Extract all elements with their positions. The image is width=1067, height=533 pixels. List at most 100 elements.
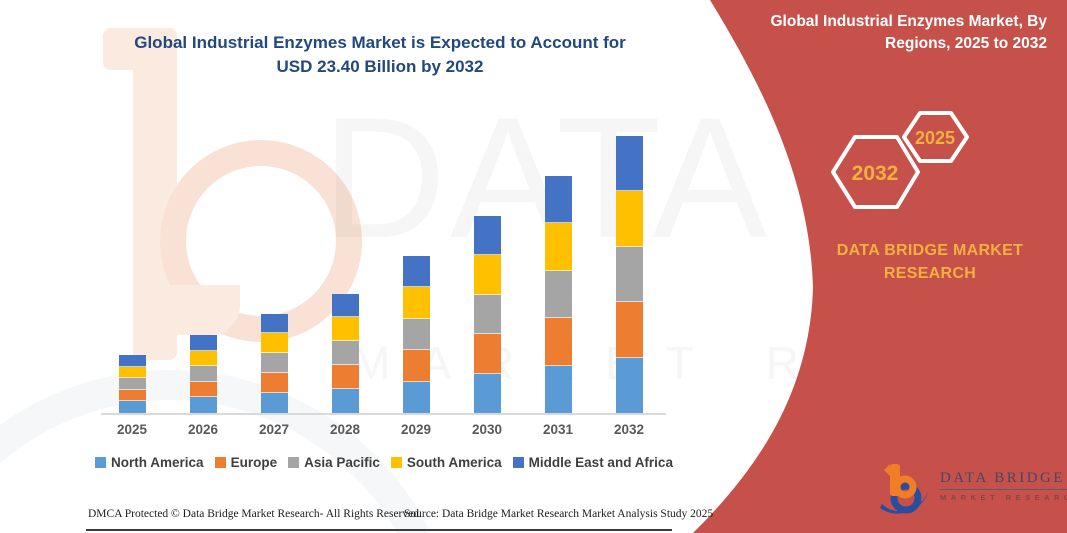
bar-segment-2028-europe: [331, 365, 359, 390]
stacked-bar-2027: [260, 313, 288, 413]
logo-subtitle: MARKET RESEARCH: [940, 493, 1067, 502]
stacked-bar-2025: [118, 355, 146, 413]
legend-swatch: [214, 457, 226, 468]
logo-text: DATA BRIDGE MARKET RESEARCH: [940, 470, 1067, 502]
bar-segment-2027-south-america: [260, 333, 288, 354]
badge-label-2025: 2025: [915, 128, 955, 148]
legend-item-europe: Europe: [214, 455, 278, 470]
bar-segment-2026-asia-pacific: [189, 366, 217, 382]
chart-title-line1: Global Industrial Enzymes Market is Expe…: [134, 33, 626, 52]
bar-segment-2027-asia-pacific: [260, 353, 288, 374]
legend-label: Asia Pacific: [304, 455, 380, 470]
bar-segment-2029-europe: [402, 350, 430, 382]
bar-segment-2031-north-america: [544, 365, 572, 413]
bar-segment-2028-south-america: [331, 317, 359, 342]
side-panel-brand: DATA BRIDGE MARKET RESEARCH: [825, 240, 1035, 285]
x-axis-label-2030: 2030: [471, 422, 503, 437]
x-axis-label-2032: 2032: [613, 422, 645, 437]
legend-item-asia-pacific: Asia Pacific: [288, 455, 380, 470]
bar-segment-2030-europe: [473, 334, 501, 374]
brand-line-2: RESEARCH: [883, 264, 977, 282]
stacked-bar-2030: [473, 215, 501, 413]
stacked-bar-2029: [402, 255, 430, 413]
bar-segment-2030-asia-pacific: [473, 294, 501, 334]
bar-segment-2030-north-america: [473, 373, 501, 413]
x-axis-label-2027: 2027: [258, 422, 290, 437]
stacked-bar-2026: [189, 335, 217, 413]
databridge-logo-icon: [880, 464, 928, 514]
bar-segment-2025-europe: [118, 389, 146, 402]
bar-segment-2029-north-america: [402, 381, 430, 413]
badge-label-2032: 2032: [852, 162, 899, 185]
legend-swatch: [95, 457, 107, 468]
bar-segment-2029-south-america: [402, 287, 430, 319]
bar-segment-2031-middle-east-and-africa: [544, 176, 572, 224]
databridge-logo: DATA BRIDGE MARKET RESEARCH: [876, 458, 1067, 514]
bar-segment-2029-asia-pacific: [402, 318, 430, 350]
x-axis-label-2028: 2028: [329, 422, 361, 437]
bar-segment-2025-south-america: [118, 366, 146, 379]
year-badges: 2032 2025: [831, 111, 969, 209]
bar-segment-2026-north-america: [189, 397, 217, 413]
bar-segment-2027-north-america: [260, 393, 288, 413]
bar-segment-2026-middle-east-and-africa: [189, 335, 217, 351]
x-axis-label-2026: 2026: [187, 422, 219, 437]
logo-name: DATA BRIDGE: [940, 470, 1067, 490]
stacked-bar-2031: [544, 176, 572, 413]
side-panel-shape: [693, 0, 1067, 533]
bar-segment-2032-south-america: [615, 191, 643, 247]
bar-segment-2032-asia-pacific: [615, 246, 643, 303]
bar-segment-2028-north-america: [331, 389, 359, 413]
logo-b-hook: [884, 464, 890, 476]
legend-swatch: [288, 457, 300, 468]
bar-segment-2031-europe: [544, 318, 572, 366]
legend-item-middle-east-and-africa: Middle East and Africa: [512, 455, 673, 470]
x-axis-line: [101, 413, 666, 415]
bar-segment-2025-middle-east-and-africa: [118, 355, 146, 367]
bar-segment-2027-middle-east-and-africa: [260, 313, 288, 334]
stacked-bar-2028: [331, 293, 359, 413]
footer-source-text: Source: Data Bridge Market Research Mark…: [404, 508, 714, 520]
footer-divider: [86, 529, 672, 531]
bar-segment-2026-europe: [189, 381, 217, 398]
legend-swatch: [512, 457, 524, 468]
chart-title-line2: USD 23.40 Billion by 2032: [276, 57, 484, 77]
watermark-b-join: [150, 285, 240, 335]
legend-label: Middle East and Africa: [528, 455, 673, 470]
brand-line-1: DATA BRIDGE MARKET: [836, 242, 1024, 259]
bar-segment-2031-south-america: [544, 223, 572, 271]
bar-segment-2027-europe: [260, 373, 288, 394]
footer-dmca-text: DMCA Protected © Data Bridge Market Rese…: [88, 508, 422, 520]
bar-segment-2030-south-america: [473, 255, 501, 295]
stacked-bar-2032: [615, 136, 643, 413]
bar-segment-2032-middle-east-and-africa: [615, 136, 643, 192]
legend-item-north-america: North America: [95, 455, 204, 470]
legend-label: Europe: [230, 455, 278, 470]
badge-hexagon-2025: [902, 111, 969, 163]
bar-segment-2029-middle-east-and-africa: [402, 255, 430, 287]
x-axis-label-2029: 2029: [400, 422, 432, 437]
bar-segment-2025-asia-pacific: [118, 378, 146, 390]
legend-label: South America: [406, 455, 502, 470]
bar-segment-2030-middle-east-and-africa: [473, 215, 501, 255]
chart-legend: North America Europe Asia Pacific South Ame…: [90, 455, 678, 470]
bar-segment-2028-middle-east-and-africa: [331, 293, 359, 318]
bar-segment-2032-europe: [615, 302, 643, 358]
logo-d-bowl: [890, 482, 922, 514]
chart-title: Global Industrial Enzymes Market is Expe…: [95, 31, 665, 79]
bar-segment-2025-north-america: [118, 401, 146, 413]
legend-swatch: [390, 457, 402, 468]
side-panel-title: Global Industrial Enzymes Market, By Reg…: [770, 13, 1048, 53]
bar-segment-2031-asia-pacific: [544, 270, 572, 319]
badge-hexagon-2032: [831, 135, 920, 209]
bar-segment-2032-north-america: [615, 357, 643, 413]
legend-label: North America: [111, 455, 204, 470]
legend-item-south-america: South America: [390, 455, 502, 470]
logo-b-bowl: [893, 475, 917, 499]
bar-segment-2028-asia-pacific: [331, 341, 359, 366]
bar-segment-2026-south-america: [189, 350, 217, 367]
x-axis-label-2031: 2031: [542, 422, 574, 437]
x-axis-label-2025: 2025: [116, 422, 148, 437]
